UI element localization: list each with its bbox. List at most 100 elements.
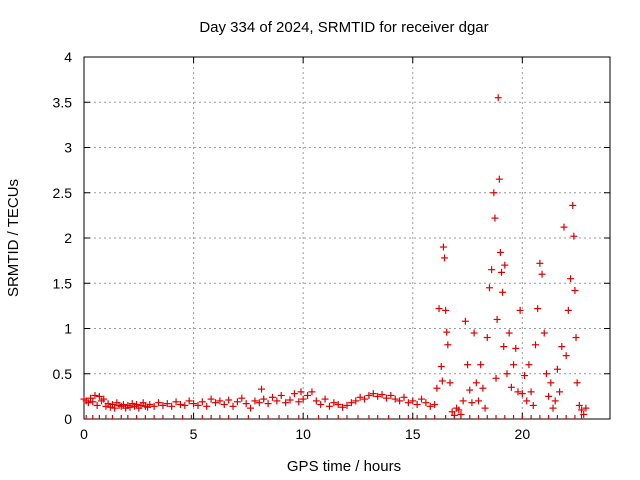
data-point <box>91 391 99 399</box>
data-point <box>409 397 417 405</box>
data-point <box>396 397 404 405</box>
data-point <box>382 394 390 402</box>
data-point <box>491 214 499 222</box>
data-point <box>212 399 219 407</box>
data-point <box>273 397 281 405</box>
data-point <box>387 391 395 399</box>
data-point <box>564 306 572 314</box>
data-point <box>560 223 568 231</box>
data-point <box>549 404 557 412</box>
data-point <box>553 365 561 373</box>
data-point <box>277 391 285 399</box>
data-points <box>80 94 590 419</box>
data-point <box>126 403 134 411</box>
chart-title: Day 334 of 2024, SRMTID for receiver dga… <box>199 19 488 36</box>
data-point <box>404 399 412 407</box>
x-tick-label: 5 <box>190 426 198 442</box>
data-point <box>93 401 101 409</box>
y-tick-label: 1.5 <box>53 275 73 291</box>
data-point <box>512 344 520 352</box>
data-point <box>475 397 482 405</box>
data-point <box>361 395 369 403</box>
data-point <box>523 397 531 405</box>
data-point <box>545 392 553 400</box>
data-point <box>369 390 377 398</box>
data-point <box>159 401 167 409</box>
data-point <box>268 393 276 401</box>
data-point <box>492 374 500 382</box>
data-point <box>536 259 544 267</box>
data-point <box>258 385 266 393</box>
data-point <box>580 410 588 418</box>
bottom-markers <box>85 415 583 419</box>
data-point <box>505 329 513 337</box>
data-point <box>155 399 163 407</box>
data-point <box>87 394 95 402</box>
data-point <box>321 395 329 403</box>
data-point <box>525 361 533 369</box>
data-point <box>343 401 351 409</box>
data-point <box>426 402 434 410</box>
data-point <box>439 243 447 251</box>
data-point <box>378 391 386 399</box>
data-point <box>481 404 489 412</box>
data-point <box>391 395 399 403</box>
data-point <box>562 352 570 360</box>
data-point <box>470 329 478 337</box>
data-point <box>572 334 580 342</box>
data-point <box>89 398 97 406</box>
data-point <box>477 361 485 369</box>
data-point <box>260 395 268 403</box>
data-point <box>290 390 298 398</box>
data-point <box>488 266 496 274</box>
data-point <box>498 268 506 276</box>
data-point <box>374 392 382 400</box>
data-point <box>495 175 503 183</box>
data-point <box>255 399 263 407</box>
data-point <box>582 404 590 412</box>
data-point <box>339 403 347 411</box>
data-point <box>569 201 577 209</box>
data-point <box>185 397 193 405</box>
data-point <box>459 397 467 405</box>
data-point <box>229 402 237 410</box>
data-point <box>573 379 581 387</box>
data-point <box>551 397 559 405</box>
data-point <box>493 315 501 323</box>
grid-lines <box>84 57 610 419</box>
data-point <box>435 305 443 313</box>
data-point <box>461 317 469 325</box>
data-point <box>352 397 360 405</box>
data-point <box>444 341 452 349</box>
data-point <box>483 334 491 342</box>
data-point <box>317 401 325 409</box>
data-point <box>95 392 103 400</box>
data-point <box>510 361 518 369</box>
data-point <box>472 379 480 387</box>
x-tick-label: 10 <box>295 426 311 442</box>
data-point <box>455 406 463 414</box>
data-point <box>431 401 439 409</box>
data-point <box>418 395 426 403</box>
data-point <box>441 254 449 262</box>
x-axis-label: GPS time / hours <box>287 458 401 475</box>
data-point <box>308 388 316 396</box>
data-point <box>575 401 583 409</box>
data-point <box>413 401 421 409</box>
y-tick-label: 3 <box>64 140 72 156</box>
data-point <box>494 94 502 102</box>
data-point <box>437 363 445 371</box>
data-point <box>479 384 487 392</box>
data-point <box>516 306 524 314</box>
data-point <box>356 393 364 401</box>
data-point <box>133 401 141 409</box>
data-point <box>570 232 578 240</box>
data-point <box>496 248 504 256</box>
x-tick-labels: 0 5 10 15 20 <box>80 426 530 442</box>
data-point <box>485 284 493 292</box>
data-point <box>264 400 272 408</box>
data-point <box>203 402 211 410</box>
y-axis-label: SRMTID / TECUs <box>5 179 22 297</box>
data-point <box>119 401 127 409</box>
